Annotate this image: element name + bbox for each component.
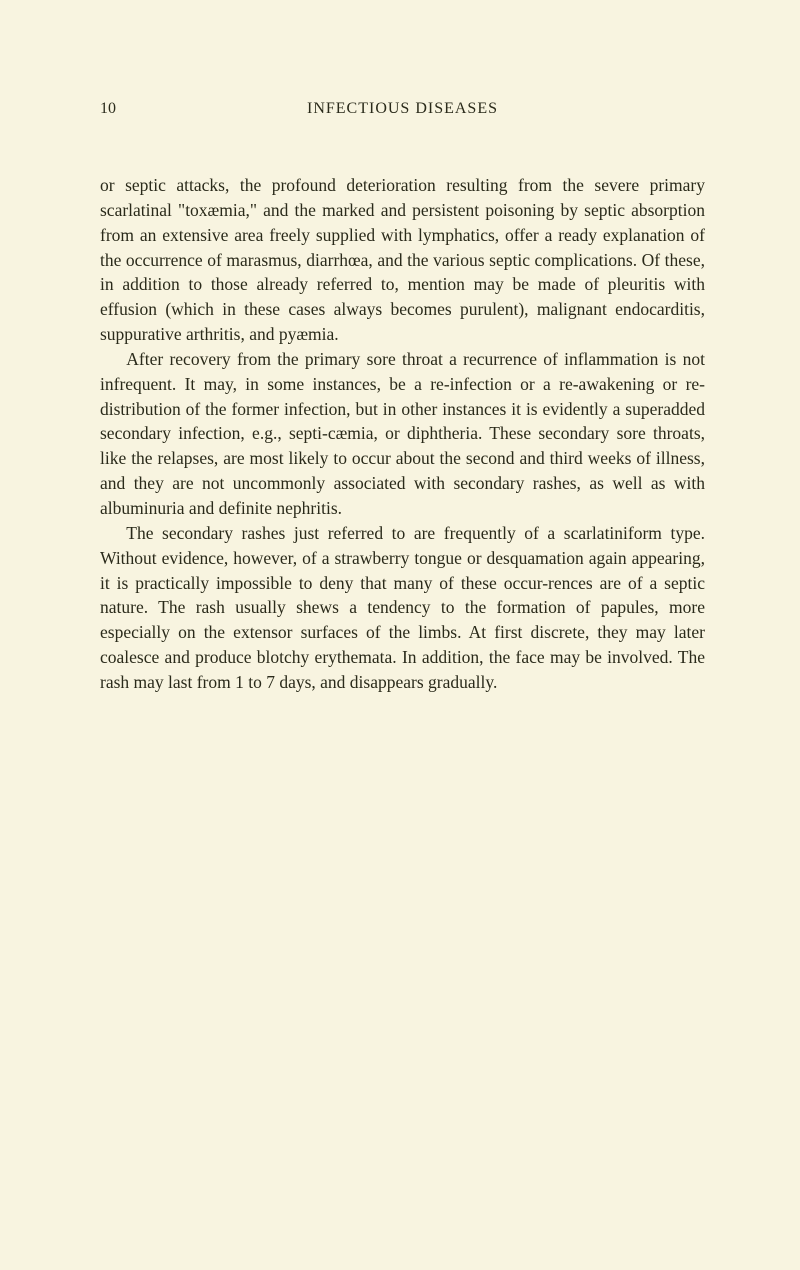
paragraph-1: or septic attacks, the profound deterior… xyxy=(100,173,705,347)
page-header: INFECTIOUS DISEASES xyxy=(100,100,705,118)
paragraph-3: The secondary rashes just referred to ar… xyxy=(100,521,705,695)
body-text-container: or septic attacks, the profound deterior… xyxy=(100,173,705,695)
paragraph-2: After recovery from the primary sore thr… xyxy=(100,347,705,521)
page-number: 10 xyxy=(100,100,116,118)
